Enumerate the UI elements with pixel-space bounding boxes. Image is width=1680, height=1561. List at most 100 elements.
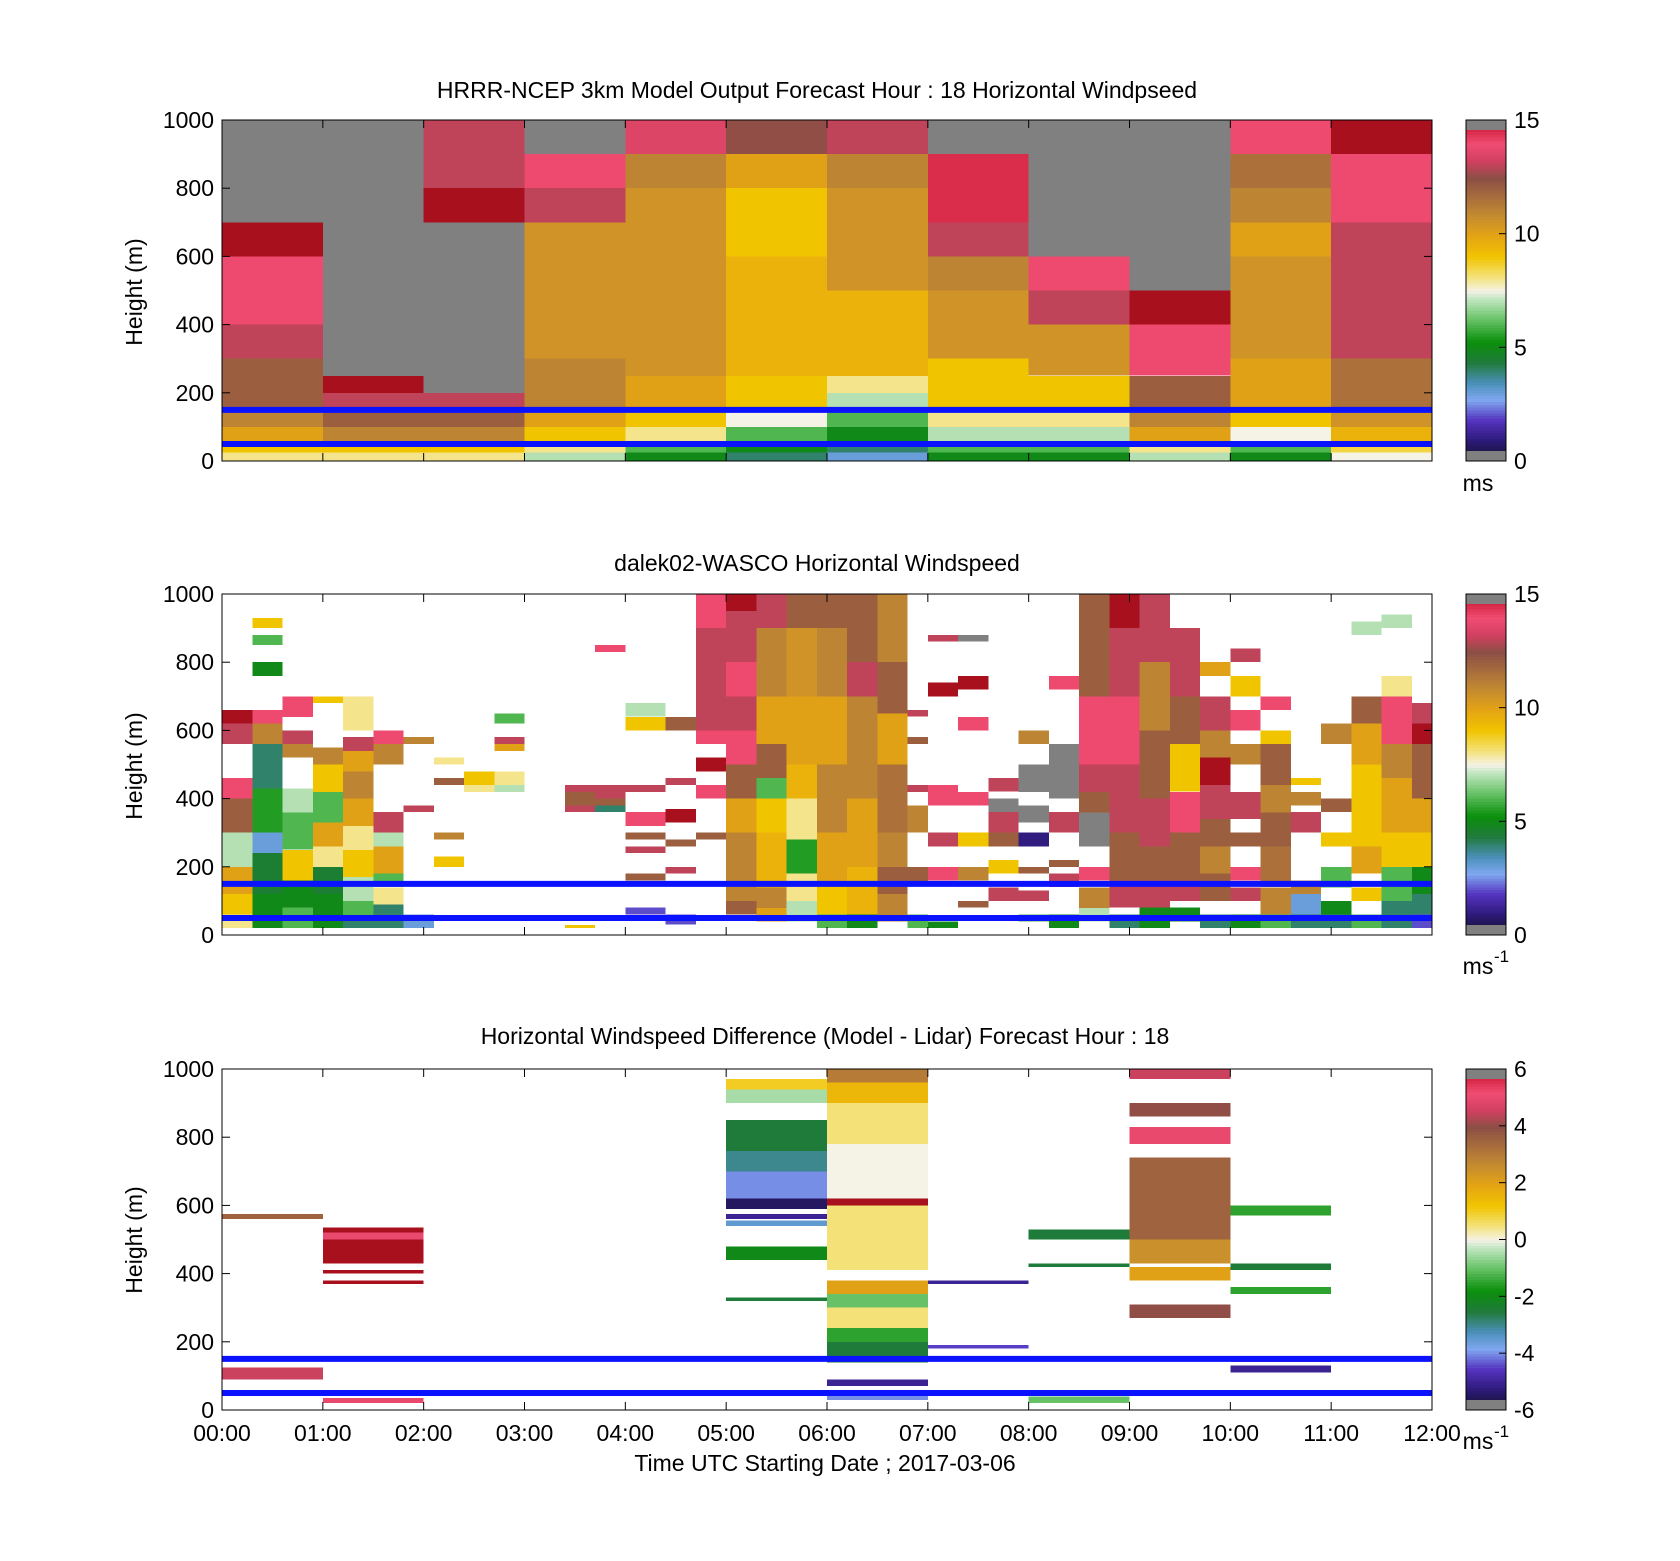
data-cell <box>1079 887 1110 908</box>
colorbar-cap <box>1466 451 1506 461</box>
colorbar-swatch <box>1466 270 1506 275</box>
data-cell <box>222 358 323 410</box>
data-cell <box>827 1328 928 1342</box>
colorbar-swatch <box>1466 787 1506 791</box>
colorbar-swatch <box>1466 1120 1506 1124</box>
data-cell <box>756 778 787 799</box>
data-cell <box>1230 426 1332 444</box>
data-cell <box>1331 426 1432 444</box>
colorbar-swatch <box>1466 1185 1506 1189</box>
colorbar-swatch <box>1466 301 1506 306</box>
colorbar-swatch <box>1466 804 1506 808</box>
colorbar-swatch <box>1466 372 1506 377</box>
colorbar-swatch <box>1466 1356 1506 1360</box>
data-cell <box>312 822 344 847</box>
data-cell <box>1129 1239 1231 1264</box>
x-tick-label: 04:00 <box>597 1420 655 1446</box>
colorbar-swatch <box>1466 1216 1506 1221</box>
colorbar-swatch <box>1466 370 1506 374</box>
data-cell <box>1230 791 1261 820</box>
colorbar-swatch <box>1466 1171 1506 1175</box>
data-cell <box>403 805 434 813</box>
model-windspeed-panel: HRRR-NCEP 3km Model Output Forecast Hour… <box>121 77 1540 496</box>
colorbar-swatch <box>1466 832 1506 837</box>
data-cell <box>927 426 1029 444</box>
y-tick-label: 1000 <box>163 1056 214 1082</box>
colorbar-swatch <box>1466 909 1506 913</box>
data-cell <box>252 832 283 854</box>
data-cell <box>827 1294 928 1308</box>
data-cell <box>1139 730 1170 799</box>
data-cell <box>1200 730 1231 758</box>
data-cell <box>1331 443 1432 453</box>
data-cell <box>1260 785 1291 813</box>
colorbar-swatch <box>1466 293 1506 297</box>
data-cell <box>423 120 525 189</box>
data-cell <box>1230 188 1332 223</box>
colorbar-swatch <box>1466 650 1506 655</box>
data-cell <box>786 764 817 799</box>
colorbar-swatch <box>1466 684 1506 689</box>
data-cell <box>222 832 253 867</box>
data-cell <box>726 1297 827 1301</box>
data-cell <box>827 1198 928 1206</box>
data-cell <box>423 409 525 427</box>
data-cell <box>726 1150 827 1172</box>
colorbar-swatch <box>1466 1364 1506 1368</box>
data-cell <box>827 290 928 376</box>
data-cell <box>1230 887 1261 901</box>
colorbar-swatch <box>1466 188 1506 192</box>
data-cell <box>726 730 757 765</box>
colorbar-tick-label: 5 <box>1514 808 1527 834</box>
data-cell <box>282 744 313 758</box>
data-cell <box>1129 1127 1231 1144</box>
data-cell <box>927 1280 1029 1284</box>
data-cell <box>524 222 626 359</box>
data-cell <box>1028 375 1130 410</box>
colorbar-swatch <box>1466 441 1506 445</box>
colorbar-swatch <box>1466 1259 1506 1263</box>
data-cell <box>958 791 989 806</box>
data-cell <box>222 709 253 724</box>
data-cell <box>1018 805 1049 823</box>
data-cell <box>1230 409 1332 427</box>
data-cell <box>1381 696 1412 744</box>
data-cell <box>343 877 374 901</box>
colorbar-tick-label: -4 <box>1514 1340 1535 1366</box>
colorbar-swatch <box>1466 1330 1506 1334</box>
colorbar-swatch <box>1466 1196 1506 1201</box>
colorbar-swatch <box>1466 1151 1506 1155</box>
data-cell <box>1260 846 1291 888</box>
colorbar-swatch <box>1466 222 1506 226</box>
data-cell <box>222 894 253 915</box>
data-cell <box>564 924 596 929</box>
colorbar-swatch <box>1466 421 1506 425</box>
data-cell <box>1079 696 1110 765</box>
colorbar-swatch <box>1466 1324 1506 1329</box>
colorbar-swatch <box>1466 242 1506 246</box>
colorbar-swatch <box>1466 866 1506 871</box>
colorbar-swatch <box>1466 878 1506 882</box>
colorbar-swatch <box>1466 1168 1506 1172</box>
y-tick-label: 600 <box>176 1192 214 1218</box>
data-cell <box>252 744 283 789</box>
colorbar-swatch <box>1466 628 1506 632</box>
data-cell <box>927 358 1029 410</box>
data-cell <box>625 716 666 731</box>
colorbar-swatch <box>1466 1213 1506 1218</box>
colorbar-swatch <box>1466 801 1506 805</box>
colorbar-swatch <box>1466 1108 1506 1113</box>
colorbar-swatch <box>1466 744 1506 749</box>
data-cell <box>927 256 1029 291</box>
data-cell <box>282 696 313 717</box>
colorbar-swatch <box>1466 1307 1506 1312</box>
colorbar-swatch <box>1466 1245 1506 1249</box>
colorbar-swatch <box>1466 191 1506 195</box>
colorbar-swatch <box>1466 1100 1506 1104</box>
colorbar: 0 5 10 15 ms <box>1463 107 1540 496</box>
data-cell <box>322 443 424 453</box>
data-cell <box>907 805 928 833</box>
y-tick-label: 200 <box>176 854 214 880</box>
colorbar-swatch <box>1466 395 1506 400</box>
colorbar-swatch <box>1466 673 1506 678</box>
